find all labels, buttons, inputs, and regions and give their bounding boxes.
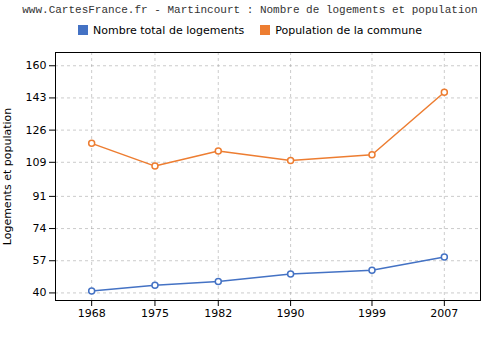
svg-text:109: 109 [26,156,47,169]
svg-text:40: 40 [33,286,47,299]
html-text:Nombre total de logements: Nombre total de logements [93,23,245,37]
svg-text:91: 91 [33,190,47,203]
svg-text:1999: 1999 [358,307,386,320]
svg-text:74: 74 [33,222,47,235]
svg-text:57: 57 [33,254,47,267]
svg-text:126: 126 [26,124,47,137]
html-text:www.CartesFrance.fr - Martinco: www.CartesFrance.fr - Martincourt : Nomb… [22,4,478,16]
svg-text:1968: 1968 [78,307,106,320]
html-text:Population de la commune: Population de la commune [275,23,422,37]
svg-text:2007: 2007 [430,307,458,320]
svg-text:Logements et population: Logements et population [1,108,14,246]
svg-text:143: 143 [26,91,47,104]
svg-text:160: 160 [26,59,47,72]
svg-text:1990: 1990 [277,307,305,320]
svg-text:1975: 1975 [141,307,169,320]
svg-text:1982: 1982 [204,307,232,320]
